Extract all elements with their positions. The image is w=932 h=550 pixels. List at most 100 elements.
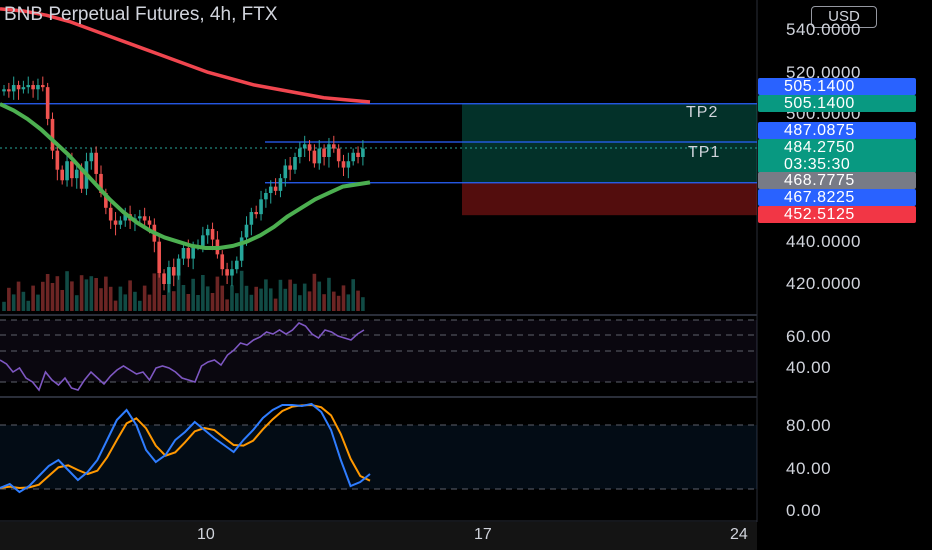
candle-body	[21, 87, 26, 90]
candle-body	[239, 237, 244, 261]
last-price-value: 484.2750	[784, 139, 855, 156]
ema-fast-line	[0, 102, 371, 251]
candle-body	[16, 85, 21, 90]
volume-bar	[361, 297, 365, 311]
stoch-band	[0, 425, 757, 489]
volume-bar	[142, 285, 147, 311]
volume-bar	[302, 283, 307, 311]
candle-body	[210, 228, 215, 240]
candle-body	[55, 150, 60, 170]
candle-body	[336, 148, 341, 162]
volume-bar	[70, 281, 74, 311]
volume-bar	[341, 285, 346, 311]
volume-bar	[16, 281, 21, 311]
volume-bar	[317, 281, 322, 311]
candle-body	[302, 144, 307, 149]
stop-loss-tag: 452.5125	[758, 206, 916, 223]
volume-bar	[118, 286, 123, 311]
target-zone	[462, 103, 757, 183]
candle-body	[283, 165, 288, 179]
volume-bar	[128, 280, 132, 311]
tp1-label: TP1	[688, 144, 721, 161]
volume-bar	[36, 294, 40, 311]
candle-body	[65, 161, 69, 181]
candle-body	[123, 214, 128, 221]
candle-body	[244, 224, 249, 238]
time-axis-label: 10	[197, 526, 215, 543]
candle-body	[79, 169, 84, 189]
candle-body	[312, 150, 317, 164]
volume-bar	[133, 291, 137, 311]
candle-body	[273, 186, 278, 191]
candle-body	[108, 207, 113, 221]
volume-bar	[264, 279, 268, 311]
candle-body	[235, 260, 239, 270]
price-axis-label: 440.0000	[786, 232, 861, 251]
candle-body	[31, 85, 35, 90]
candle-body	[70, 161, 74, 179]
volume-bar	[356, 290, 360, 311]
volume-bar	[215, 276, 220, 311]
volume-bar	[147, 294, 152, 311]
candle-body	[138, 216, 142, 219]
volume-bar	[108, 286, 113, 311]
candle-body	[346, 161, 351, 168]
candle-body	[356, 152, 360, 157]
tp2-target-tag: 505.1400	[758, 95, 916, 112]
candle-body	[225, 269, 229, 276]
bar-countdown: 03:35:30	[784, 156, 851, 173]
candle-body	[341, 161, 346, 168]
candle-body	[307, 144, 312, 151]
candle-body	[94, 152, 98, 174]
candle-body	[7, 89, 11, 92]
stoch-axis-label: 40.00	[786, 459, 832, 478]
candle-body	[171, 267, 176, 276]
volume-bar	[186, 294, 191, 311]
candle-body	[118, 220, 123, 225]
candle-body	[288, 165, 292, 170]
support-level-tag: 467.8225	[758, 189, 916, 206]
candle-body	[322, 148, 326, 157]
candle-body	[26, 85, 31, 88]
volume-bar	[298, 295, 302, 311]
candle-body	[201, 235, 205, 246]
candle-body	[60, 169, 64, 181]
price-axis-label: 540.0000	[786, 20, 861, 39]
stoch-axis-label: 80.00	[786, 416, 832, 435]
volume-bar	[312, 273, 317, 311]
candle-body	[147, 220, 152, 225]
currency-selector[interactable]: USD	[811, 6, 877, 28]
symbol-title[interactable]: BNB Perpetual Futures, 4h, FTX	[4, 4, 278, 25]
candle-body	[74, 169, 79, 179]
volume-bar	[235, 293, 239, 311]
volume-bar	[278, 279, 283, 311]
candle-body	[351, 152, 355, 162]
price-axis-label: 520.0000	[786, 63, 861, 82]
volume-bar	[196, 295, 200, 311]
price-axis-label: 420.0000	[786, 274, 861, 293]
tp1-level-tag: 487.0875	[758, 122, 916, 139]
volume-bar	[45, 274, 50, 311]
volume-bar	[181, 285, 186, 311]
candle-body	[186, 248, 191, 259]
volume-bar	[123, 294, 128, 311]
volume-bar	[191, 278, 195, 311]
volume-bar	[249, 294, 254, 311]
volume-bar	[254, 286, 258, 311]
candle-body	[298, 148, 302, 157]
candle-body	[104, 192, 108, 208]
volume-bar	[201, 275, 205, 311]
volume-bar	[99, 288, 103, 311]
volume-bar	[41, 281, 45, 311]
volume-bar	[244, 285, 249, 311]
volume-bar	[79, 275, 84, 311]
volume-bar	[2, 301, 6, 311]
volume-bar	[332, 291, 336, 311]
volume-bar	[50, 283, 55, 311]
candle-body	[2, 89, 6, 92]
entry-price-tag: 468.7775	[758, 172, 916, 189]
volume-bar	[152, 273, 157, 311]
volume-bar	[89, 276, 94, 311]
time-axis-label: 24	[730, 526, 748, 543]
